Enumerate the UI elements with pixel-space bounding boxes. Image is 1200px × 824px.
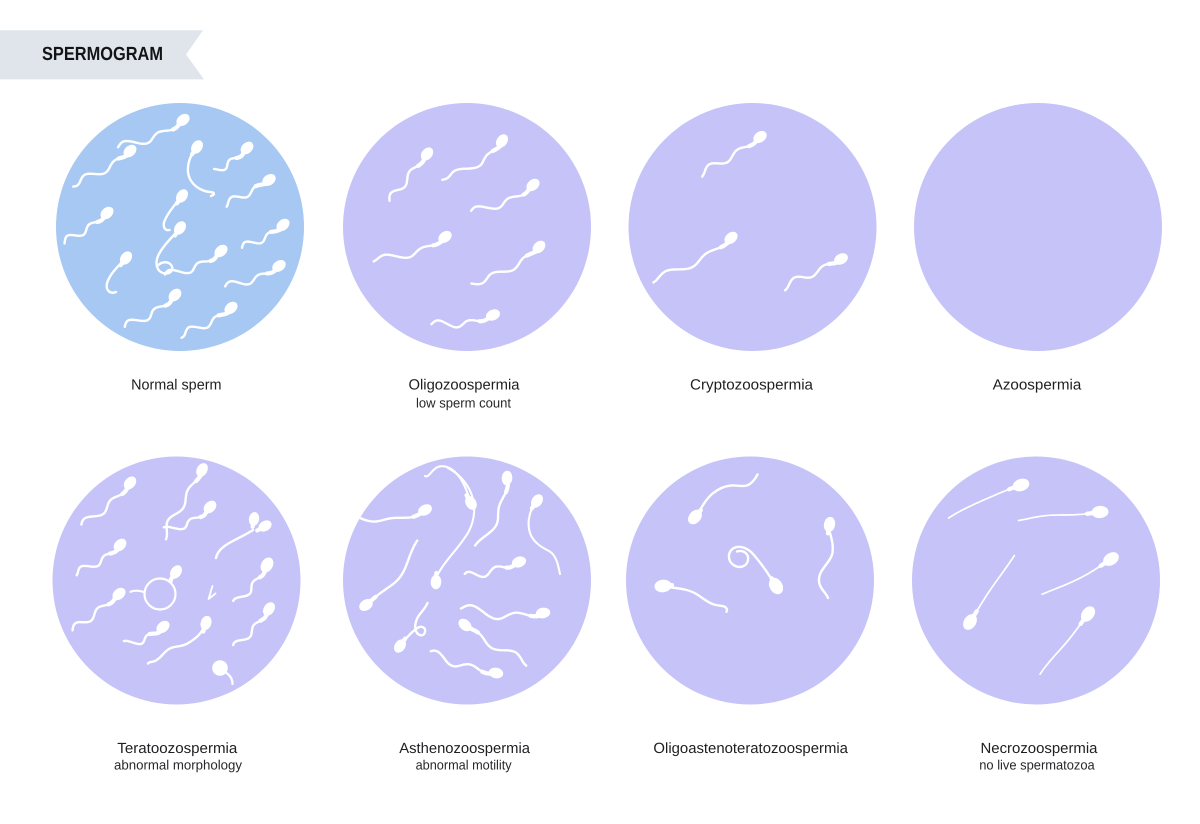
svg-text:no live spermatozoa: no live spermatozoa <box>979 758 1095 773</box>
svg-text:abnormal motility: abnormal motility <box>416 758 512 773</box>
svg-text:abnormal morphology: abnormal morphology <box>114 758 242 773</box>
svg-text:Azoospermia: Azoospermia <box>993 378 1082 394</box>
svg-text:Oligozoospermia: Oligozoospermia <box>409 378 521 394</box>
svg-text:low sperm count: low sperm count <box>416 396 511 411</box>
svg-text:SPERMOGRAM: SPERMOGRAM <box>42 44 163 65</box>
svg-text:Normal sperm: Normal sperm <box>131 378 221 394</box>
svg-text:Asthenozoospermia: Asthenozoospermia <box>399 741 530 757</box>
svg-text:Cryptozoospermia: Cryptozoospermia <box>690 378 814 394</box>
svg-text:Oligoastenoteratozoospermia: Oligoastenoteratozoospermia <box>653 741 848 757</box>
svg-text:Necrozoospermia: Necrozoospermia <box>981 741 1099 757</box>
svg-text:Teratoozospermia: Teratoozospermia <box>117 741 238 757</box>
